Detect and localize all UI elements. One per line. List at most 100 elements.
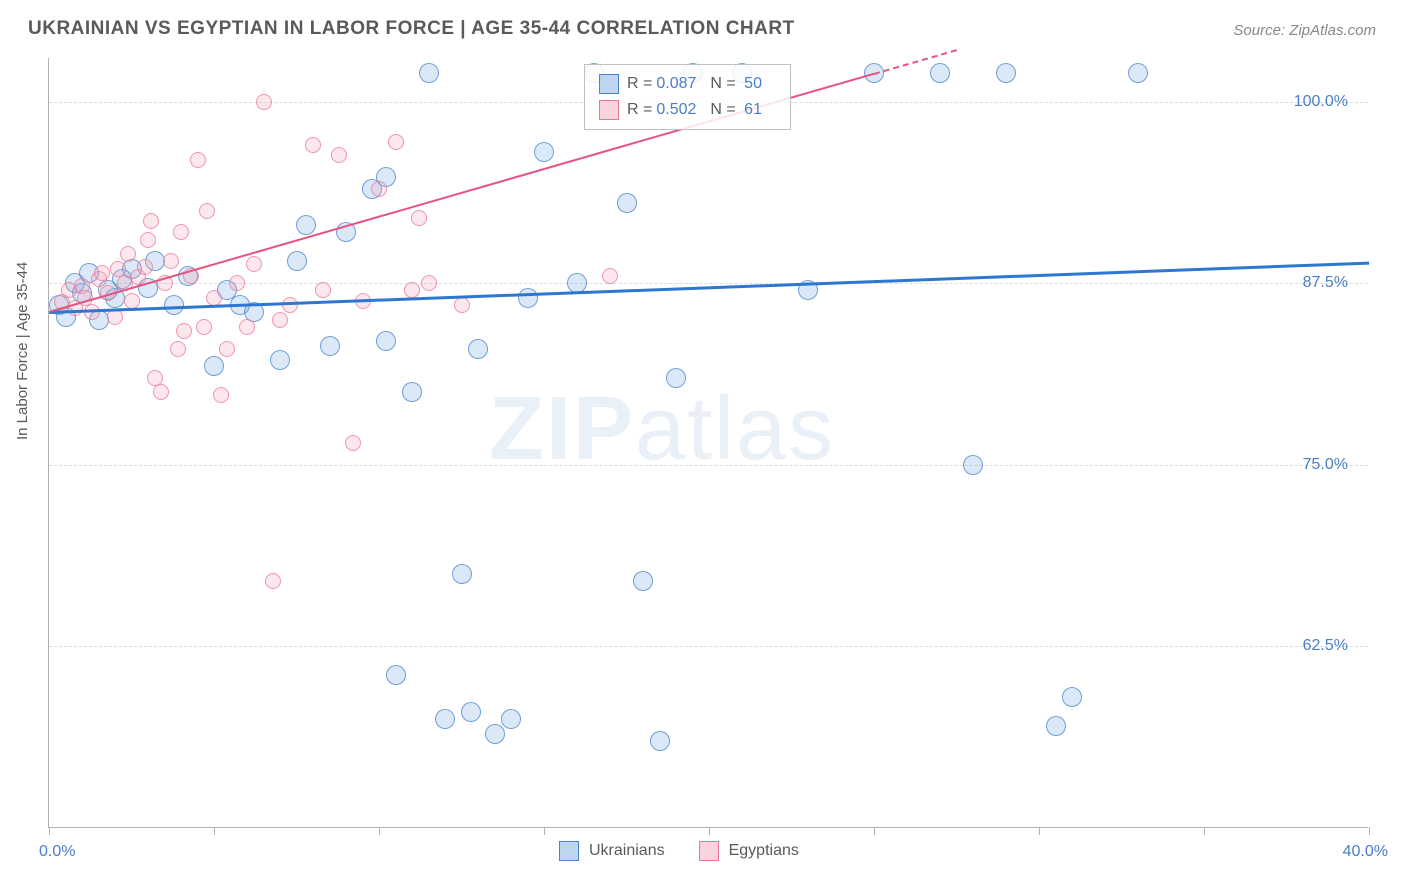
scatter-point [963, 455, 983, 475]
scatter-point [153, 384, 169, 400]
scatter-point [617, 193, 637, 213]
scatter-point [1128, 63, 1148, 83]
scatter-point [164, 295, 184, 315]
scatter-point [404, 282, 420, 298]
scatter-point [501, 709, 521, 729]
legend-stats: R =0.087N = 50 [627, 71, 776, 97]
scatter-point [94, 265, 110, 281]
scatter-point [287, 251, 307, 271]
scatter-point [345, 435, 361, 451]
gridline-horizontal [49, 646, 1368, 647]
scatter-point [320, 336, 340, 356]
chart-title: UKRAINIAN VS EGYPTIAN IN LABOR FORCE | A… [28, 18, 795, 40]
scatter-point [219, 341, 235, 357]
source-label: Source: [1233, 22, 1285, 39]
x-tick [1204, 827, 1205, 835]
scatter-point [331, 147, 347, 163]
scatter-point [265, 573, 281, 589]
x-tick [544, 827, 545, 835]
scatter-point [468, 339, 488, 359]
scatter-point [534, 142, 554, 162]
source-attribution: Source: ZipAtlas.com [1233, 22, 1376, 39]
scatter-point [272, 312, 288, 328]
scatter-point [140, 232, 156, 248]
scatter-point [633, 571, 653, 591]
y-axis-title: In Labor Force | Age 35-44 [14, 262, 31, 440]
scatter-point [196, 319, 212, 335]
scatter-point [296, 215, 316, 235]
scatter-point [371, 181, 387, 197]
x-max-label: 40.0% [1343, 843, 1388, 861]
x-tick [1039, 827, 1040, 835]
scatter-point [305, 137, 321, 153]
x-min-label: 0.0% [39, 843, 75, 861]
y-tick-label: 100.0% [1294, 93, 1348, 111]
x-tick [874, 827, 875, 835]
plot-area: 62.5%75.0%87.5%100.0%0.0%40.0%ZIPatlasR … [48, 58, 1368, 828]
scatter-point [143, 213, 159, 229]
scatter-point [376, 331, 396, 351]
scatter-point [485, 724, 505, 744]
scatter-point [229, 275, 245, 291]
legend-label: Ukrainians [589, 842, 665, 860]
x-tick [709, 827, 710, 835]
scatter-point [996, 63, 1016, 83]
scatter-point [518, 288, 538, 308]
scatter-point [386, 665, 406, 685]
scatter-point [1062, 687, 1082, 707]
scatter-point [388, 134, 404, 150]
scatter-point [170, 341, 186, 357]
x-tick [214, 827, 215, 835]
legend-swatch [599, 100, 619, 120]
scatter-point [402, 382, 422, 402]
scatter-point [120, 246, 136, 262]
x-tick [379, 827, 380, 835]
scatter-point [461, 702, 481, 722]
scatter-point [315, 282, 331, 298]
scatter-point [84, 304, 100, 320]
source-value: ZipAtlas.com [1289, 22, 1376, 39]
x-tick [49, 827, 50, 835]
watermark: ZIPatlas [489, 378, 835, 481]
scatter-point [1046, 716, 1066, 736]
legend-correlation-box: R =0.087N = 50R =0.502N = 61 [584, 64, 791, 130]
scatter-point [206, 290, 222, 306]
legend-row: R =0.087N = 50 [599, 71, 776, 97]
legend-row: R =0.502N = 61 [599, 97, 776, 123]
scatter-point [270, 350, 290, 370]
scatter-point [666, 368, 686, 388]
scatter-point [602, 268, 618, 284]
scatter-point [411, 210, 427, 226]
scatter-point [124, 293, 140, 309]
scatter-point [204, 356, 224, 376]
y-tick-label: 62.5% [1303, 637, 1348, 655]
scatter-point [454, 297, 470, 313]
scatter-point [246, 256, 262, 272]
scatter-point [173, 224, 189, 240]
scatter-point [213, 387, 229, 403]
scatter-point [452, 564, 472, 584]
scatter-point [176, 323, 192, 339]
scatter-point [435, 709, 455, 729]
scatter-point [282, 297, 298, 313]
legend-series: Ukrainians Egyptians [559, 841, 823, 861]
scatter-point [650, 731, 670, 751]
scatter-point [190, 152, 206, 168]
x-tick [1369, 827, 1370, 835]
scatter-point [930, 63, 950, 83]
legend-label: Egyptians [729, 842, 799, 860]
scatter-point [137, 259, 153, 275]
y-tick-label: 75.0% [1303, 456, 1348, 474]
scatter-point [239, 319, 255, 335]
legend-swatch [599, 74, 619, 94]
gridline-horizontal [49, 283, 1368, 284]
scatter-point [199, 203, 215, 219]
scatter-point [419, 63, 439, 83]
scatter-point [256, 94, 272, 110]
legend-swatch [699, 841, 719, 861]
scatter-point [421, 275, 437, 291]
scatter-point [163, 253, 179, 269]
legend-stats: R =0.502N = 61 [627, 97, 776, 123]
y-tick-label: 87.5% [1303, 274, 1348, 292]
legend-swatch [559, 841, 579, 861]
